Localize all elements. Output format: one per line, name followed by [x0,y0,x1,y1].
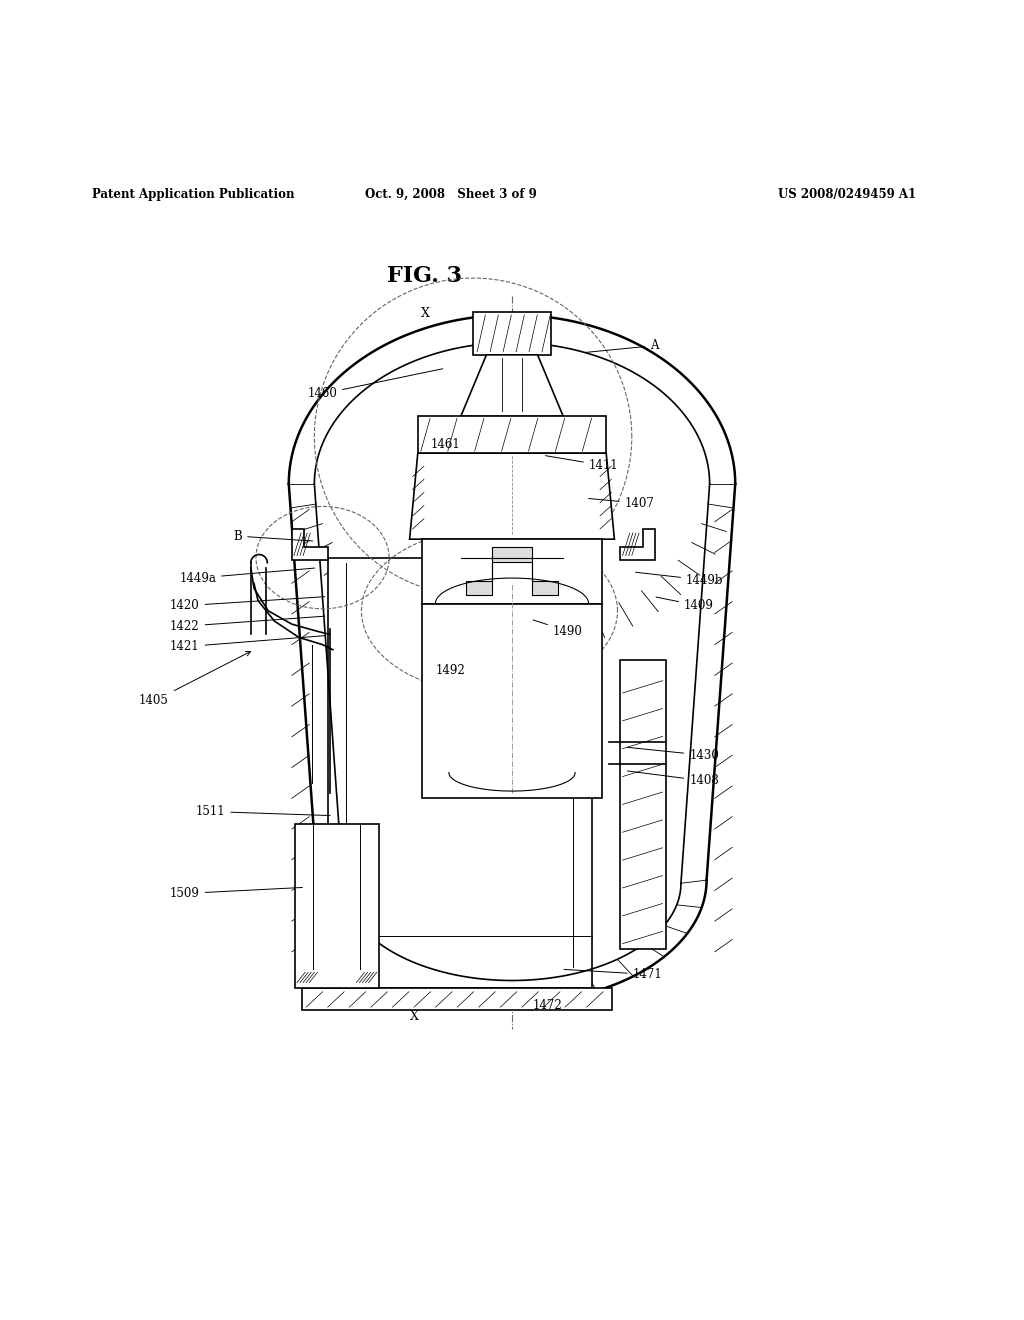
Text: 1409: 1409 [656,597,714,612]
Text: A: A [585,339,658,352]
Text: 1411: 1411 [546,455,618,473]
Polygon shape [473,312,551,355]
Text: 1421: 1421 [170,636,325,653]
Text: 1490: 1490 [534,620,583,638]
Text: X: X [411,1010,419,1023]
Text: US 2008/0249459 A1: US 2008/0249459 A1 [778,187,916,201]
Text: 1461: 1461 [430,438,461,451]
Text: 1407: 1407 [589,496,654,510]
Text: B: B [233,529,312,543]
Text: 1408: 1408 [628,771,719,787]
Text: 1449b: 1449b [636,573,724,586]
Text: 1449a: 1449a [179,568,314,585]
Text: 1509: 1509 [170,887,302,900]
Text: 1472: 1472 [532,999,562,1011]
Text: 1422: 1422 [170,616,325,632]
Text: X: X [421,308,429,321]
Polygon shape [620,660,666,949]
Polygon shape [620,529,655,560]
Text: 1511: 1511 [196,805,330,818]
Text: 1420: 1420 [170,597,325,612]
Polygon shape [292,529,328,560]
Polygon shape [466,548,558,595]
Polygon shape [461,355,563,416]
Polygon shape [418,416,606,453]
Text: 1471: 1471 [564,968,663,981]
Polygon shape [410,453,614,539]
Text: Patent Application Publication: Patent Application Publication [92,187,295,201]
Text: FIG. 3: FIG. 3 [387,265,463,286]
Polygon shape [328,557,592,987]
Text: 1430: 1430 [628,747,719,762]
Polygon shape [302,987,612,1010]
Text: 1492: 1492 [435,664,466,677]
Text: Oct. 9, 2008   Sheet 3 of 9: Oct. 9, 2008 Sheet 3 of 9 [365,187,537,201]
Polygon shape [422,539,602,603]
Polygon shape [422,603,602,799]
Text: 1405: 1405 [139,652,251,708]
Polygon shape [295,824,379,987]
Text: 1460: 1460 [307,368,442,400]
